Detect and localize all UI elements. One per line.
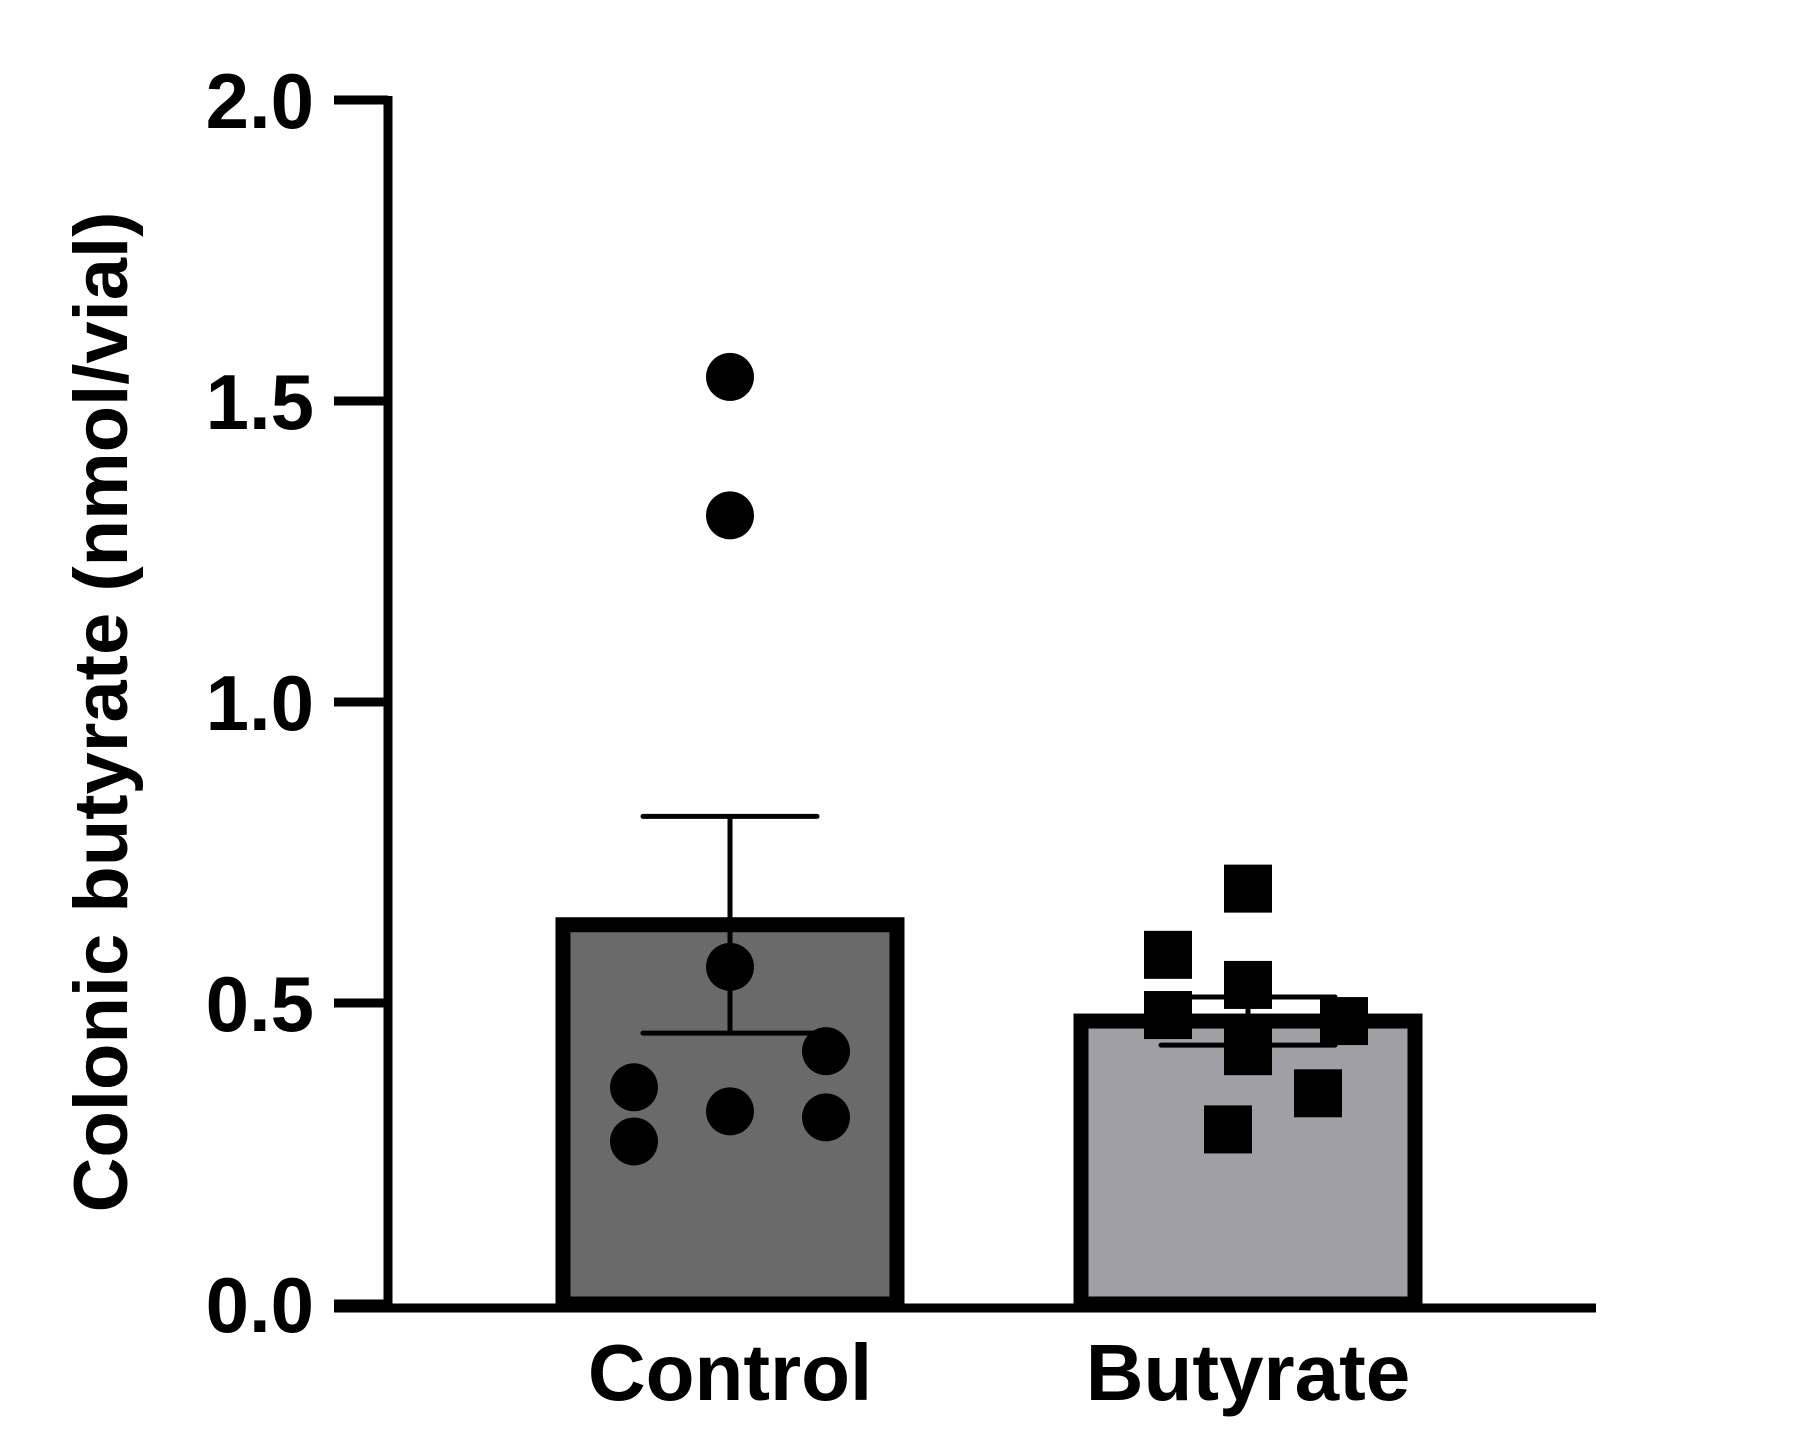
y-tick-label: 1.0 xyxy=(206,659,314,747)
y-tick-label: 1.5 xyxy=(206,358,314,446)
x-tick-label-control: Control xyxy=(588,1328,872,1417)
data-point-square xyxy=(1294,1069,1342,1118)
y-tick-label: 0.0 xyxy=(206,1261,314,1349)
axes-layer xyxy=(334,95,1596,1313)
data-point-circle xyxy=(802,1093,850,1142)
bars-layer xyxy=(555,917,1423,1312)
data-point-circle xyxy=(610,1063,658,1112)
data-point-square xyxy=(1320,997,1368,1046)
y-tick-label: 0.5 xyxy=(206,960,314,1048)
x-tick-label-butyrate: Butyrate xyxy=(1086,1328,1411,1417)
labels-layer: 0.0 0.5 1.0 1.5 2.0 Control Butyrate xyxy=(206,57,1411,1417)
data-point-circle xyxy=(706,491,754,540)
data-point-square xyxy=(1224,864,1272,913)
data-point-circle xyxy=(706,352,754,401)
data-point-circle xyxy=(610,1117,658,1166)
y-axis-label: Colonic butyrate (nmol/vial) xyxy=(59,212,144,1213)
y-tick-label: 2.0 xyxy=(206,57,314,145)
points-layer xyxy=(610,352,1368,1166)
data-point-circle xyxy=(706,1087,754,1136)
data-point-square xyxy=(1144,930,1192,979)
data-point-circle xyxy=(802,1027,850,1076)
data-point-square xyxy=(1204,1105,1252,1154)
